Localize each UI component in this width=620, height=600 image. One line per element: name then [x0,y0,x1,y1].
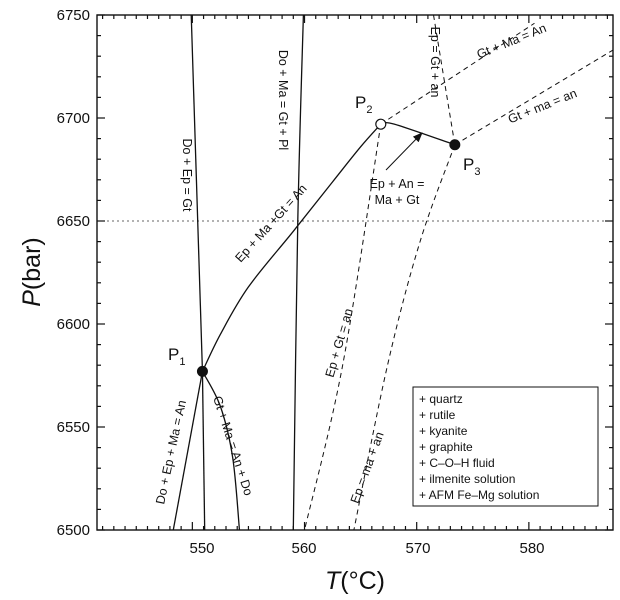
phase-boundary-11 [353,144,456,531]
legend-box [412,386,599,507]
curve-label-gt-ma-an-upper: Gt + Ma = An [475,21,549,62]
x-axis-title: T(°C) [325,567,385,595]
curve-label-ep-gt-an-upper: Ep = Gt + an [428,27,442,98]
curve-label-do-ep-ma-an: Do + Ep + Ma = An [153,399,189,506]
phase-boundary-1 [292,14,305,531]
invariant-point-p3-label: P3 [463,155,480,178]
phase-boundary-6 [380,122,456,146]
legend-item-kyanite: + kyanite [419,424,468,438]
y-tick-label-6600: 6600 [57,316,90,333]
y-tick-label-6650: 6650 [57,213,90,230]
phase-boundary-9 [454,49,614,146]
y-axis-title: P(bar) [18,237,46,306]
invariant-point-p2-label: P2 [355,93,372,116]
curve-label-ep-gt-an-dashed: Ep + Gt = an [323,307,356,379]
plot-frame [96,14,614,531]
x-tick-label-550: 550 [189,540,214,557]
legend-item-afm-fe-mg-solution: + AFM Fe–Mg solution [419,488,539,502]
phase-boundary-0 [190,14,204,372]
curve-label-do-ma-gt-pl: Do + Ma = Gt + Pl [276,50,290,150]
y-tick-label-6500: 6500 [57,522,90,539]
phase-boundaries [172,14,614,531]
curve-label-gt-ma-an-do: Gt + Ma = An + Do [210,394,255,497]
curve-label-ep-an-ma-gt-line1: Ep + An = [370,177,425,191]
x-tick-label-570: 570 [405,540,430,557]
x-tick-label-560: 560 [291,540,316,557]
x-tick-label-580: 580 [519,540,544,557]
legend-item-ilmenite-solution: + ilmenite solution [419,472,515,486]
y-tick-label-6750: 6750 [57,7,90,24]
y-tick-label-6700: 6700 [57,110,90,127]
phase-boundary-4 [201,371,206,531]
curve-label-ep-ma-an: Ep = ma + an [348,430,387,505]
phase-boundary-3 [172,371,204,531]
legend-item-rutile: + rutile [419,408,456,422]
invariant-point-p1-label: P1 [168,345,185,368]
legend-item-quartz: + quartz [419,392,463,406]
annotation-arrow [385,132,423,171]
y-tick-label-6550: 6550 [57,419,90,436]
curve-label-do-ep-gt: Do + Ep = Gt [180,139,194,212]
legend: + quartz + rutile + kyanite + graphite +… [412,386,599,507]
legend-item-coh-fluid: + C–O–H fluid [419,456,495,470]
phase-boundary-10 [304,124,382,531]
invariant-point-p1-marker [196,365,208,377]
invariant-point-p3-marker [449,139,461,151]
phase-boundary-2 [201,123,382,372]
axis-ticks [97,14,613,531]
phase-boundary-8 [433,14,456,145]
curve-label-ep-an-ma-gt-line2: Ma + Gt [375,193,420,207]
phase-boundary-7 [380,22,535,125]
phase-boundary-5 [201,371,241,531]
legend-item-graphite: + graphite [419,440,473,454]
invariant-point-p2-marker [375,118,387,130]
